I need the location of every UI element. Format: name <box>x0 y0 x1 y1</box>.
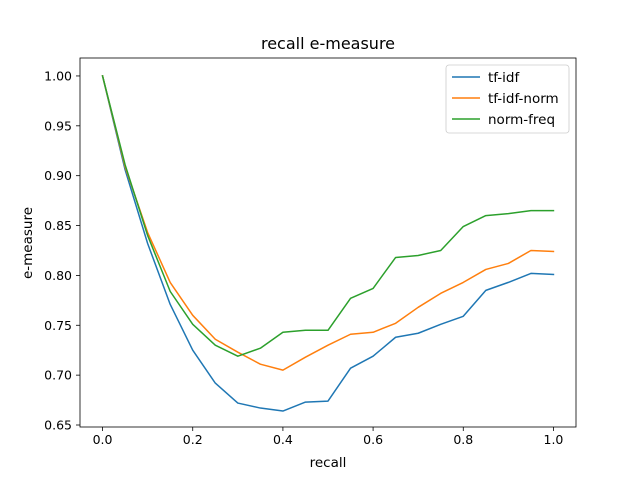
y-tick-label: 0.70 <box>44 368 72 383</box>
x-axis-ticks: 0.0 0.2 0.4 0.6 0.8 1.0 <box>93 427 564 447</box>
legend-box <box>445 64 570 134</box>
legend: tf-idf tf-idf-norm norm-freq <box>445 64 570 134</box>
axes-frame <box>79 57 577 428</box>
x-tick-label: 0.0 <box>93 432 113 447</box>
y-tick-label: 0.80 <box>44 268 72 283</box>
legend-label: norm-freq <box>488 112 555 128</box>
legend-label: tf-idf-norm <box>488 91 559 107</box>
series-line-tf-idf <box>101 75 555 412</box>
series-line-tf-idf-norm <box>101 75 555 371</box>
x-tick-label: 1.0 <box>544 432 564 447</box>
legend-label: tf-idf <box>488 70 520 86</box>
y-tick-label: 0.85 <box>44 218 72 233</box>
x-tick-label: 0.6 <box>363 432 383 447</box>
y-tick-label: 0.65 <box>44 418 72 433</box>
x-tick-label: 0.4 <box>273 432 293 447</box>
x-tick-label: 0.2 <box>183 432 203 447</box>
x-axis-label: recall <box>310 455 347 471</box>
y-tick-label: 1.00 <box>44 68 72 83</box>
y-tick-label: 0.75 <box>44 318 72 333</box>
series-line-norm-freq <box>101 75 555 357</box>
x-tick-label: 0.8 <box>453 432 473 447</box>
y-axis-ticks: 0.65 0.70 0.75 0.80 0.85 0.90 0.95 1.00 <box>44 68 80 433</box>
y-tick-label: 0.90 <box>44 168 72 183</box>
series-lines <box>101 75 555 412</box>
y-tick-label: 0.95 <box>44 118 72 133</box>
chart-title: recall e-measure <box>261 34 395 53</box>
y-axis-label: e-measure <box>20 207 36 279</box>
